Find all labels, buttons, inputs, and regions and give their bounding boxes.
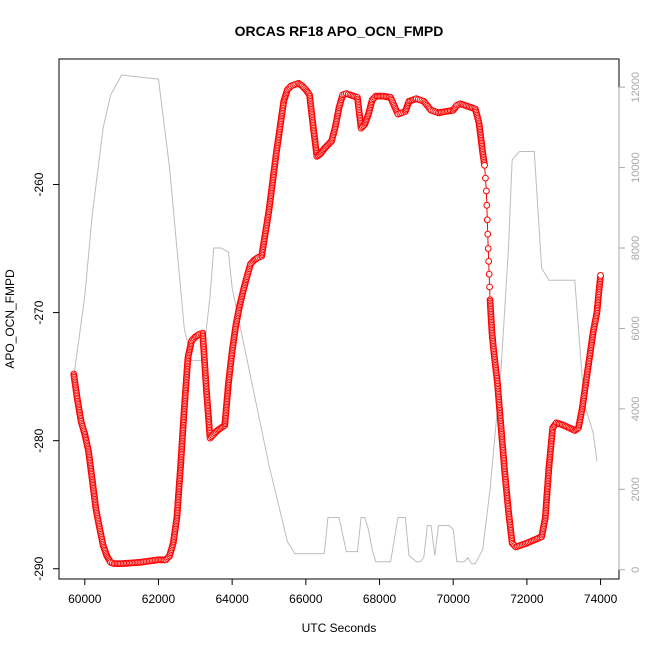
x-tick-label: 62000: [142, 592, 176, 606]
y-tick-label: -280: [32, 428, 46, 452]
right-y-axis: 0 2000 4000 6000 8000 10000 12000: [618, 72, 642, 573]
x-tick-label: 66000: [289, 592, 323, 606]
y2-tick-label: 8000: [630, 236, 642, 260]
apo-point: [485, 270, 493, 278]
x-tick-label: 68000: [363, 592, 397, 606]
y2-tick-label: 12000: [630, 72, 642, 103]
y2-tick-label: 10000: [630, 152, 642, 183]
y-axis: -290 -280 -270 -260: [32, 172, 60, 581]
altitude-line: [73, 74, 598, 565]
apo-point: [484, 230, 492, 238]
x-axis-label: UTC Seconds: [302, 621, 377, 635]
apo-point: [597, 272, 604, 279]
y-tick-label: -260: [32, 172, 46, 196]
y2-tick-label: 4000: [630, 397, 642, 421]
x-tick-label: 70000: [437, 592, 471, 606]
apo-point: [484, 245, 492, 252]
y-tick-label: -270: [32, 300, 46, 324]
y2-tick-label: 6000: [630, 316, 642, 340]
plot-frame: [58, 58, 620, 580]
apo-point: [481, 161, 488, 169]
apo-point: [483, 201, 491, 209]
y2-tick-label: 0: [630, 567, 642, 573]
apo-point: [486, 283, 493, 291]
apo-point: [482, 174, 489, 182]
y2-tick-label: 2000: [630, 477, 642, 501]
x-tick-label: 74000: [584, 592, 618, 606]
apo-point: [483, 216, 491, 224]
x-tick-label: 60000: [68, 592, 102, 606]
x-axis: 60000 62000 64000 66000 68000 70000 72000 74000: [68, 578, 618, 606]
apo-point: [482, 187, 490, 195]
y-axis-label: APO_OCN_FMPD: [3, 269, 17, 369]
chart-title: ORCAS RF18 APO_OCN_FMPD: [235, 23, 444, 39]
apo-series: [70, 79, 604, 568]
y-tick-label: -290: [32, 556, 46, 580]
apo-point: [485, 257, 493, 265]
altitude-series: [73, 74, 598, 565]
x-tick-label: 64000: [215, 592, 249, 606]
x-tick-label: 72000: [510, 592, 544, 606]
